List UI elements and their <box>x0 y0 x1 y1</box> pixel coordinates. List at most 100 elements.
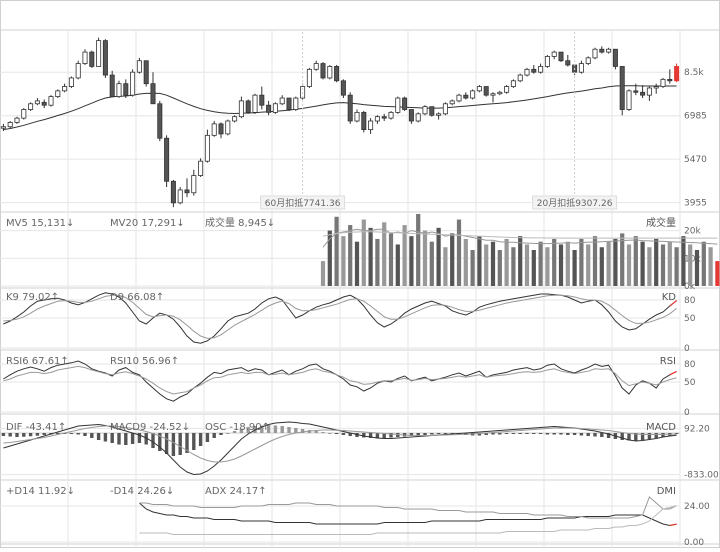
osc-bar <box>627 433 631 441</box>
candle-body <box>374 116 380 122</box>
panel-name-label: DMI <box>657 486 676 497</box>
legend-item: OSC -18.90↑ <box>205 422 270 433</box>
volume-bar <box>524 244 530 286</box>
candle-body <box>585 57 591 64</box>
y-tick-label: 0k <box>684 282 696 292</box>
candle-body <box>96 40 102 67</box>
candle-body <box>612 48 618 67</box>
osc-bar <box>389 433 393 438</box>
volume-bar <box>701 241 706 286</box>
volume-bar <box>586 244 591 286</box>
candle-body <box>170 180 176 204</box>
legend-item: +D14 11.92↓ <box>6 486 75 497</box>
volume-bar <box>674 247 679 286</box>
osc-bar <box>164 433 169 454</box>
candle-body <box>157 103 163 139</box>
volume-bar <box>694 250 700 286</box>
osc-bar <box>219 433 223 435</box>
series-line-RSI6 <box>3 360 677 402</box>
legend-item: RSI10 56.96↑ <box>110 356 179 367</box>
osc-bar <box>1 433 6 436</box>
candle-body <box>7 122 13 128</box>
candle-body <box>286 97 292 110</box>
osc-bar <box>654 433 658 438</box>
osc-bar <box>192 433 196 450</box>
candle-body <box>544 56 550 67</box>
candle-body <box>55 90 61 97</box>
candle-body <box>259 94 265 106</box>
osc-bar <box>674 433 679 434</box>
legend-item: MACD9 -24.52↓ <box>110 422 190 433</box>
osc-bar <box>559 433 563 435</box>
osc-bar <box>566 433 570 435</box>
volume-bar <box>715 261 720 286</box>
y-tick-label: 3955 <box>684 199 707 209</box>
osc-bar <box>35 433 40 436</box>
osc-bar <box>430 433 434 435</box>
osc-bar <box>232 431 237 433</box>
osc-bar <box>640 433 645 440</box>
candle-body <box>497 91 503 95</box>
y-tick-label: 80 <box>684 360 696 370</box>
volume-bar <box>320 261 326 286</box>
osc-bar <box>491 433 495 435</box>
volume-bar <box>348 225 353 286</box>
osc-bar <box>600 433 604 437</box>
candle-body <box>354 111 360 122</box>
osc-bar <box>103 433 108 442</box>
candle-body <box>320 63 326 79</box>
legend-item: MV20 17,291↓ <box>110 218 185 229</box>
series-line--D14 <box>139 496 677 519</box>
volume-bar <box>558 244 564 286</box>
volume-bar <box>606 241 611 286</box>
legend-item: 成交量 8,945↓ <box>205 216 275 229</box>
osc-bar <box>416 433 420 436</box>
osc-bar <box>647 433 652 439</box>
osc-bar <box>321 432 325 433</box>
candle-body <box>177 189 183 204</box>
candle-body <box>538 66 544 73</box>
y-tick-label: 10k <box>684 254 701 264</box>
y-tick-label: 92.20 <box>684 424 710 434</box>
volume-bar <box>620 233 625 286</box>
latest-segment <box>669 300 677 307</box>
osc-bar <box>90 433 94 438</box>
legend-item: D9 66.08↑ <box>110 292 164 303</box>
panel-name-label: RSI <box>660 356 676 367</box>
candle-body <box>510 80 516 87</box>
volume-bar <box>599 247 604 286</box>
osc-bar <box>130 433 135 444</box>
osc-bar <box>198 433 203 446</box>
volume-bar <box>572 250 577 286</box>
candle-body <box>558 51 564 62</box>
candle-body <box>75 63 81 79</box>
candle-body <box>21 109 27 119</box>
osc-bar <box>246 427 250 433</box>
osc-bar <box>171 433 176 456</box>
osc-bar <box>212 433 216 438</box>
candle-body <box>238 100 244 118</box>
candle-body <box>646 87 652 96</box>
candle-body <box>476 86 482 92</box>
osc-bar <box>341 433 346 435</box>
candle-body <box>524 68 530 76</box>
annotation-box <box>260 195 346 210</box>
candle-body <box>102 40 108 76</box>
candle-body <box>578 63 584 73</box>
legend-item: ADX 24.17↑ <box>205 486 267 497</box>
osc-bar <box>205 433 210 442</box>
volume-bar <box>490 241 496 286</box>
candle-body <box>116 83 122 97</box>
y-tick-label: 8.5k <box>684 68 704 78</box>
candle-body <box>402 97 408 110</box>
y-tick-label: 0 <box>684 344 690 354</box>
candle-body <box>82 51 88 64</box>
volume-bar <box>443 247 448 286</box>
y-tick-label: 0.00 <box>684 538 704 548</box>
legend-item: RSI6 67.61↑ <box>6 356 69 367</box>
osc-bar <box>15 433 19 437</box>
osc-bar <box>178 433 182 455</box>
candle-body <box>123 83 129 96</box>
candle-body <box>252 94 258 113</box>
